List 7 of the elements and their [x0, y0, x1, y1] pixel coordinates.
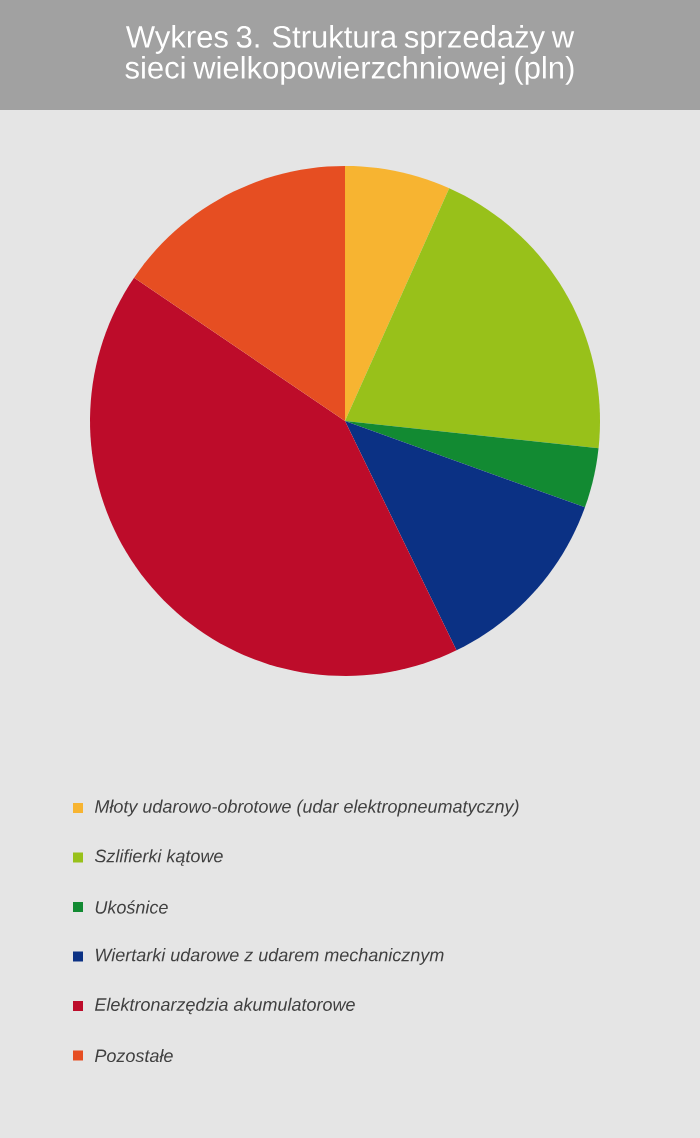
- legend-label: Ukośnice: [95, 900, 168, 914]
- chart-title: Wykres 3. Struktura sprzedaży w sieci wielkopowierzchniowej (pln): [125, 25, 575, 85]
- legend-label: Wiertarki udarowe z udarem mechanicznym: [95, 948, 444, 965]
- legend-label: Elektronarzędzia akumulatorowe: [94, 997, 355, 1015]
- legend-label: Młoty udarowo-obrotowe (udar elektropneumatyczny): [94, 799, 519, 817]
- legend-label: Szlifierki kątowe: [94, 849, 223, 866]
- legend-label: Pozostałe: [94, 1048, 173, 1063]
